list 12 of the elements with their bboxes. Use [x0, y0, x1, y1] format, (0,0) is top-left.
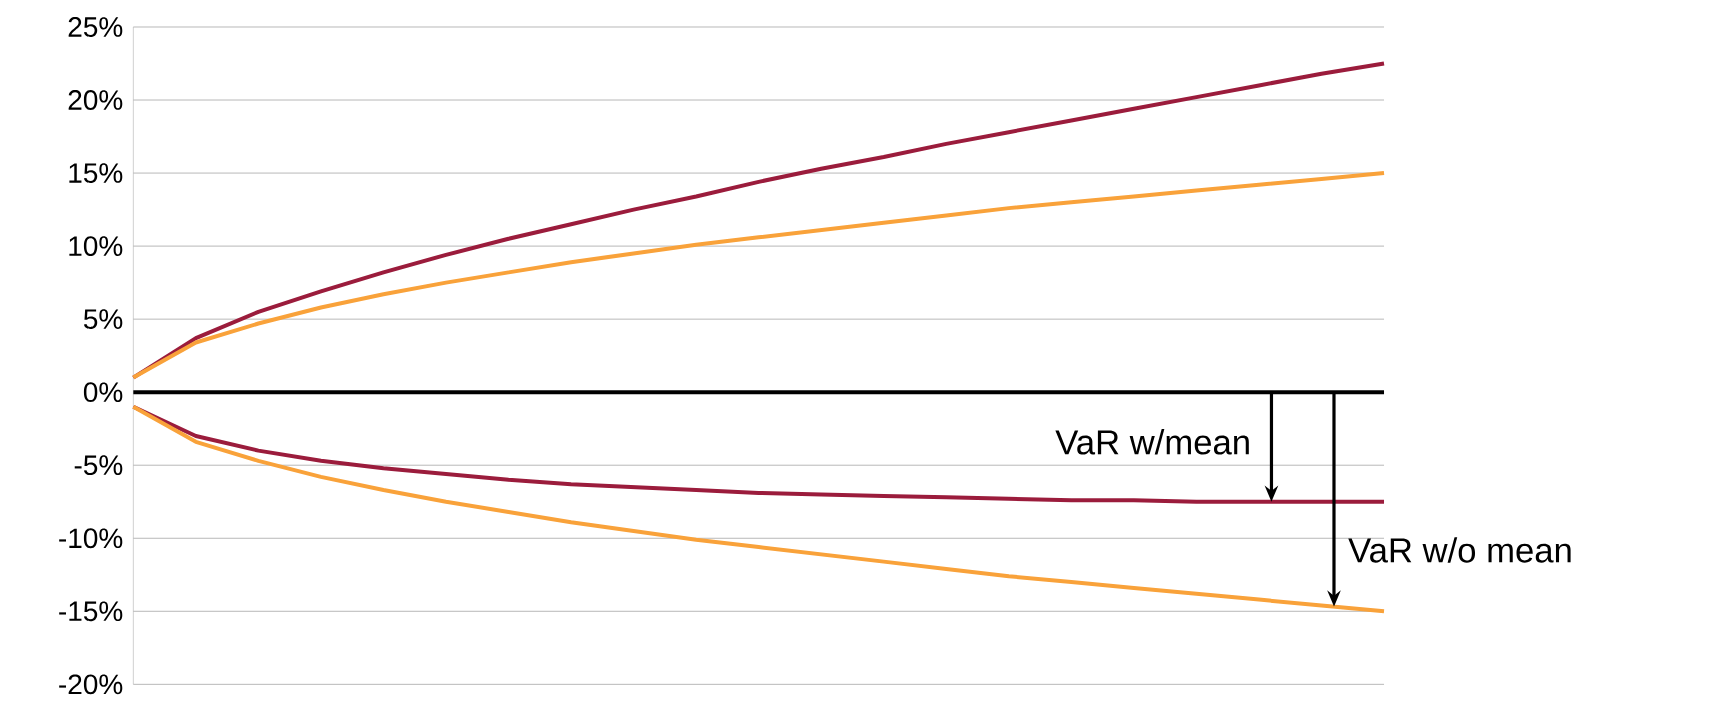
y-tick-label: -15%: [59, 601, 123, 622]
y-tick-label: 25%: [68, 17, 123, 37]
y-tick-label: 5%: [83, 309, 123, 329]
annotation: VaR w/mean: [1055, 429, 1249, 455]
annotation: VaR w/o mean: [1348, 537, 1571, 563]
y-tick-label: 15%: [69, 163, 123, 183]
y-tick-label: -10%: [59, 528, 123, 549]
y-tick-label: 20%: [68, 90, 123, 110]
y-tick-label: -20%: [59, 674, 123, 695]
y-tick-label: 0%: [83, 382, 123, 403]
y-tick-label: -5%: [74, 455, 123, 476]
y-tick-label: 10%: [69, 236, 123, 257]
